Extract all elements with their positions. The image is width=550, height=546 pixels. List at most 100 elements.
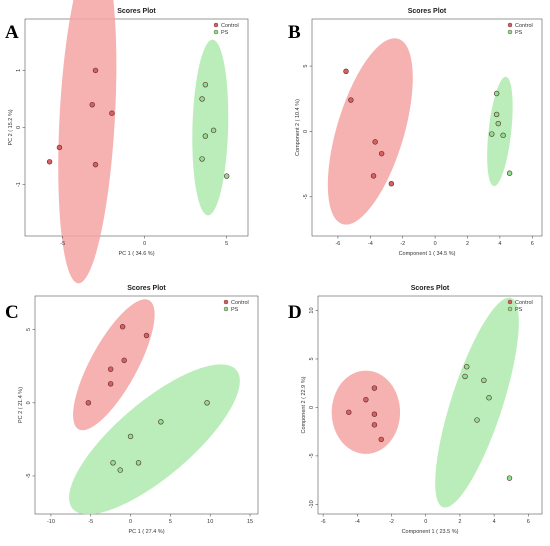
x-tick-label: 0: [143, 241, 146, 247]
x-tick-label: -2: [400, 241, 405, 247]
ps-point: [158, 419, 164, 425]
x-tick-label: 2: [458, 519, 461, 525]
ps-point: [199, 96, 205, 102]
panel-letter: C: [5, 302, 19, 323]
chart-title: Scores Plot: [408, 8, 447, 15]
legend-label: PS: [515, 30, 523, 36]
ps-point: [493, 90, 500, 97]
x-axis-label: Component 1 ( 23.5 %): [402, 529, 459, 535]
x-tick-label: -4: [368, 241, 373, 247]
legend-marker: [507, 22, 513, 28]
panel-letter: D: [288, 302, 302, 323]
legend-marker: [507, 306, 513, 312]
panel-letter: B: [288, 22, 301, 43]
x-tick-label: 0: [129, 519, 132, 525]
y-tick-label: -5: [303, 194, 309, 199]
legend-marker: [507, 29, 513, 35]
ps-point: [117, 467, 123, 473]
control-point: [378, 150, 385, 157]
control-point: [56, 144, 63, 151]
y-tick-label: 5: [309, 357, 315, 360]
ps-point: [223, 173, 230, 179]
x-tick-label: -10: [47, 519, 55, 525]
scores-plot-panel: C Scores Plot -10 -5 0 5 10 15 -5 0 5 PC 1 ( 27.4 %…: [5, 285, 259, 535]
ps-point: [489, 131, 495, 137]
x-tick-label: 15: [247, 519, 253, 525]
control-point: [388, 181, 395, 187]
x-tick-label: 6: [531, 241, 534, 247]
control-point: [92, 67, 99, 74]
control-point: [346, 409, 352, 415]
control-point: [371, 422, 378, 428]
control-point: [370, 173, 377, 179]
x-tick-label: 4: [498, 241, 501, 247]
control-confidence-ellipse: [73, 299, 155, 431]
x-tick-label: 10: [207, 519, 213, 525]
control-point: [343, 68, 349, 74]
ps-point: [506, 475, 513, 481]
legend-label: Control: [515, 23, 533, 29]
legend-label: Control: [221, 23, 239, 29]
control-confidence-ellipse: [331, 370, 401, 454]
ps-confidence-ellipse: [192, 39, 229, 216]
x-tick-label: 0: [424, 519, 427, 525]
legend-marker: [213, 29, 219, 35]
control-point: [85, 400, 92, 406]
ps-point: [202, 133, 209, 139]
legend-marker: [213, 22, 219, 28]
y-tick-label: 1: [16, 69, 22, 72]
control-point: [109, 110, 115, 116]
legend-marker: [507, 299, 513, 305]
control-point: [378, 436, 384, 443]
ps-point: [464, 364, 470, 370]
y-axis-label: PC 2 ( 21.4 %): [18, 387, 24, 423]
control-point: [371, 385, 378, 391]
control-point: [89, 101, 95, 108]
y-tick-label: -10: [309, 500, 315, 508]
control-point: [121, 357, 127, 364]
ps-point: [486, 395, 492, 401]
ps-point: [481, 377, 487, 383]
legend-marker: [223, 299, 229, 305]
ps-point: [202, 81, 209, 88]
x-tick-label: 4: [493, 519, 496, 525]
y-tick-label: -5: [26, 474, 32, 479]
x-tick-label: 5: [225, 241, 228, 247]
control-point: [363, 396, 369, 403]
y-tick-label: 5: [26, 328, 32, 331]
ps-point: [127, 433, 134, 440]
control-point: [119, 324, 126, 330]
ps-point: [462, 373, 468, 380]
legend-label: Control: [231, 300, 249, 306]
chart-title: Scores Plot: [117, 8, 156, 15]
control-point: [46, 159, 53, 165]
x-tick-label: -4: [355, 519, 360, 525]
control-confidence-ellipse: [58, 0, 117, 284]
x-tick-label: 6: [527, 519, 530, 525]
y-axis-label: Component 2 ( 10.4 %): [295, 99, 301, 156]
y-tick-label: 0: [16, 126, 22, 129]
y-tick-label: 0: [309, 406, 315, 409]
ps-point: [210, 127, 217, 134]
control-point: [107, 366, 114, 372]
legend-label: PS: [515, 307, 523, 313]
x-axis-label: PC 1 ( 27.4 %): [128, 529, 164, 535]
chart-title: Scores Plot: [127, 285, 166, 292]
control-point: [143, 332, 150, 339]
control-point: [372, 139, 378, 145]
y-tick-label: -1: [16, 182, 22, 187]
legend-label: PS: [231, 307, 239, 313]
ps-point: [495, 120, 501, 127]
ps-point: [199, 156, 205, 162]
y-axis-label: Component 2 ( 22.9 %): [301, 376, 307, 433]
ps-confidence-ellipse: [435, 297, 519, 508]
legend-label: Control: [515, 300, 533, 306]
control-confidence-ellipse: [327, 38, 413, 225]
control-point: [371, 411, 378, 417]
ps-point: [500, 132, 506, 139]
scores-plot-panel: A Scores Plot -5 0 5 -1 0 1 PC 1 ( 34.6 %) PC 2 (…: [5, 0, 249, 284]
chart-title: Scores Plot: [411, 285, 450, 292]
control-point: [348, 97, 354, 103]
x-axis-label: PC 1 ( 34.6 %): [118, 251, 154, 257]
